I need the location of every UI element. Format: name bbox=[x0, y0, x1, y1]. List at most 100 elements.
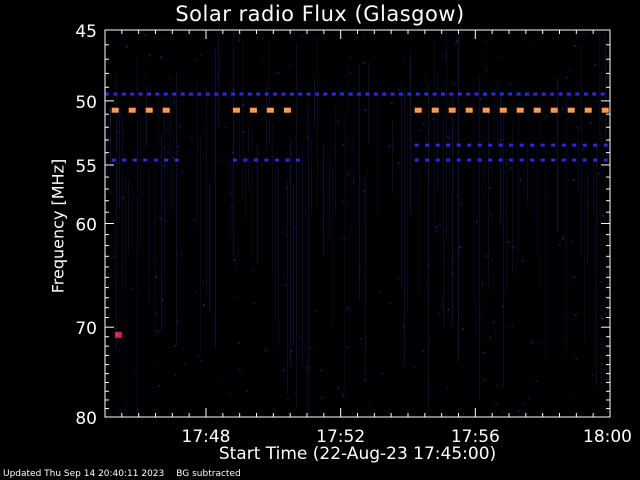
noise-pixel bbox=[362, 410, 365, 413]
noise-pixel bbox=[155, 275, 157, 278]
emission-dash bbox=[247, 92, 252, 96]
noise-pixel bbox=[444, 54, 447, 57]
noise-pixel bbox=[342, 143, 345, 146]
emission-dash bbox=[572, 143, 577, 147]
noise-pixel bbox=[242, 104, 245, 106]
noise-pixel bbox=[492, 275, 495, 278]
noise-pixel bbox=[561, 338, 564, 341]
emission-dash bbox=[285, 158, 290, 162]
emission-spot-core bbox=[116, 333, 119, 336]
emission-dash bbox=[373, 92, 378, 96]
noise-pixel bbox=[570, 240, 573, 243]
noise-pixel bbox=[460, 203, 463, 206]
noise-streak bbox=[119, 107, 120, 211]
noise-pixel bbox=[161, 110, 164, 113]
y-tick-label: 45 bbox=[75, 22, 97, 42]
noise-streak bbox=[338, 81, 339, 130]
emission-dash bbox=[253, 158, 258, 162]
noise-pixel bbox=[230, 192, 233, 195]
noise-pixel bbox=[158, 384, 161, 387]
noise-pixel bbox=[412, 366, 415, 369]
noise-pixel bbox=[159, 56, 162, 59]
noise-pixel bbox=[458, 246, 461, 249]
emission-dash bbox=[593, 158, 598, 162]
emission-dash bbox=[239, 92, 244, 96]
noise-pixel bbox=[173, 344, 176, 347]
noise-pixel bbox=[164, 219, 167, 222]
noise-pixel bbox=[451, 259, 453, 262]
noise-pixel bbox=[441, 305, 444, 308]
emission-dash bbox=[205, 92, 210, 96]
noise-streak bbox=[287, 179, 288, 395]
noise-pixel bbox=[502, 305, 505, 308]
noise-pixel bbox=[242, 131, 245, 134]
emission-dash bbox=[446, 143, 451, 147]
noise-pixel bbox=[489, 336, 492, 339]
noise-streak bbox=[161, 135, 162, 332]
emission-dash bbox=[456, 143, 461, 147]
noise-streak bbox=[233, 33, 234, 258]
noise-pixel bbox=[228, 95, 231, 98]
noise-pixel bbox=[231, 206, 233, 209]
emission-dash bbox=[582, 158, 587, 162]
emission-dash bbox=[603, 158, 608, 162]
emission-dash bbox=[541, 92, 546, 96]
noise-pixel bbox=[592, 374, 594, 377]
noise-streak bbox=[293, 183, 294, 347]
noise-pixel bbox=[337, 120, 339, 123]
noise-pixel bbox=[485, 68, 488, 71]
emission-dash bbox=[498, 158, 503, 162]
noise-streak bbox=[536, 142, 537, 258]
noise-streak bbox=[257, 144, 258, 263]
noise-pixel bbox=[565, 76, 568, 79]
noise-streak bbox=[323, 144, 324, 256]
emission-dash bbox=[113, 92, 118, 96]
noise-pixel bbox=[166, 129, 169, 132]
noise-streak bbox=[176, 71, 177, 346]
noise-pixel bbox=[144, 34, 147, 36]
noise-pixel bbox=[362, 190, 365, 193]
noise-streak bbox=[128, 177, 129, 256]
noise-streak bbox=[332, 168, 333, 327]
noise-pixel bbox=[496, 384, 499, 387]
noise-pixel bbox=[517, 410, 520, 412]
noise-pixel bbox=[116, 131, 119, 134]
noise-pixel bbox=[537, 341, 540, 343]
noise-pixel bbox=[112, 255, 115, 258]
noise-pixel bbox=[237, 252, 239, 255]
noise-pixel bbox=[118, 350, 121, 353]
noise-pixel bbox=[195, 59, 198, 61]
noise-pixel bbox=[524, 101, 527, 104]
emission-dash bbox=[382, 92, 387, 96]
emission-dash bbox=[488, 143, 493, 147]
noise-streak bbox=[275, 170, 276, 320]
noise-streak bbox=[497, 80, 498, 155]
y-tick-label: 70 bbox=[75, 319, 97, 339]
noise-pixel bbox=[572, 179, 575, 182]
noise-streak bbox=[347, 64, 348, 227]
noise-pixel bbox=[482, 351, 485, 354]
noise-pixel bbox=[544, 115, 547, 117]
noise-pixel bbox=[364, 109, 367, 111]
noise-streak bbox=[494, 84, 495, 149]
noise-pixel bbox=[481, 282, 484, 285]
noise-pixel bbox=[153, 221, 156, 224]
noise-pixel bbox=[306, 135, 309, 138]
emission-dash bbox=[592, 92, 597, 96]
emission-dash bbox=[122, 158, 127, 162]
noise-pixel bbox=[422, 122, 425, 125]
noise-streak bbox=[401, 81, 402, 287]
noise-pixel bbox=[447, 308, 450, 311]
noise-pixel bbox=[492, 321, 495, 324]
chart-title: Solar radio Flux (Glasgow) bbox=[175, 2, 465, 26]
emission-dash bbox=[128, 107, 136, 113]
noise-pixel bbox=[492, 286, 495, 289]
emission-dash bbox=[432, 92, 437, 96]
noise-pixel bbox=[500, 138, 503, 141]
noise-streak bbox=[317, 35, 318, 209]
noise-pixel bbox=[141, 192, 144, 195]
noise-streak bbox=[518, 106, 519, 261]
emission-dash bbox=[467, 158, 472, 162]
emission-dash bbox=[273, 92, 277, 96]
noise-streak bbox=[410, 51, 411, 215]
